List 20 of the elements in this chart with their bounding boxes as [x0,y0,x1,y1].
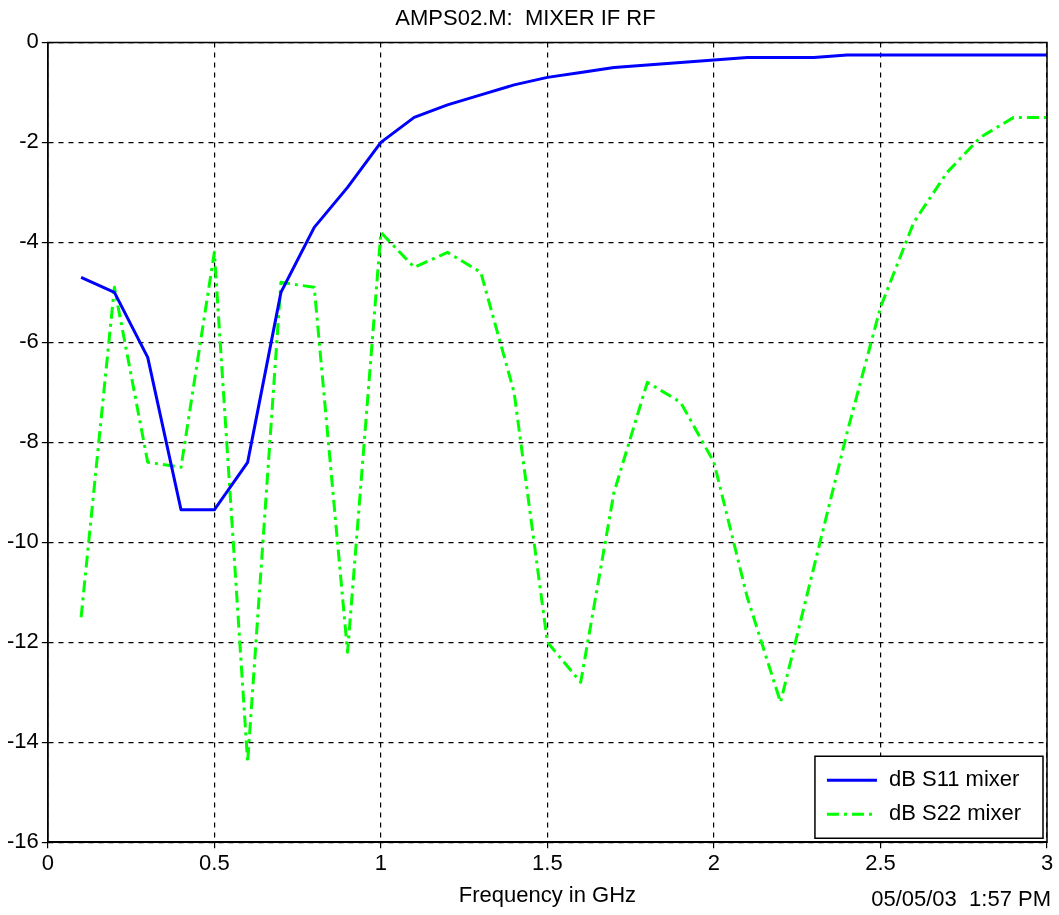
legend-label: dB S11 mixer [888,766,1020,792]
x-axis-title: Frequency in GHz [458,881,637,907]
y-tick-label: 0 [26,28,39,54]
text: 05/05/03 1:57 PM [871,886,1051,912]
y-tick-label: -6 [19,328,39,354]
y-tick-label: -2 [19,128,39,154]
y-tick-label: -12 [7,628,39,654]
x-tick-label: 1.5 [532,850,563,876]
x-tick-label: 0.5 [199,850,230,876]
chart-title: AMPS02.M: MIXER IF RF [395,5,656,31]
x-tick-label: 2 [707,850,721,876]
y-tick-label: -4 [19,228,39,254]
legend-label: dB S22 mixer [888,800,1022,826]
y-tick-label: -10 [7,528,39,554]
x-tick-label: 3 [1040,850,1054,876]
y-tick-label: -14 [7,728,39,754]
y-tick-label: -8 [19,428,39,454]
y-tick-label: -16 [7,828,39,854]
x-tick-label: 1 [374,850,387,876]
x-tick-label: 2.5 [865,850,896,876]
